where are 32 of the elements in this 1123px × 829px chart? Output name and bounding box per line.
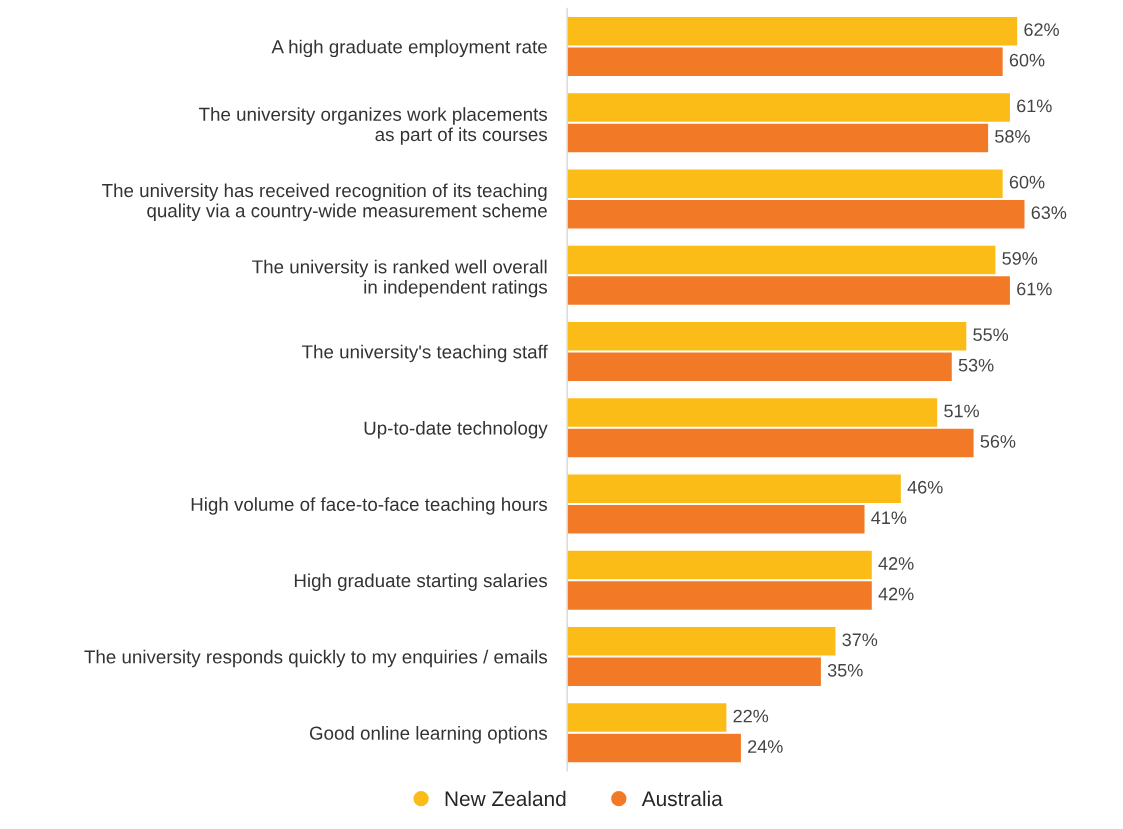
data-label: 42% — [878, 587, 914, 601]
data-label: 55% — [973, 328, 1009, 342]
data-label: 61% — [1017, 99, 1052, 113]
data-label: 42% — [878, 557, 914, 570]
data-label: 41% — [871, 511, 907, 525]
y-tick-label: Up-to-date technology — [364, 420, 548, 439]
data-label: 51% — [944, 404, 979, 418]
data-label: 60% — [1009, 175, 1045, 189]
data-label: 62% — [1024, 23, 1059, 37]
data-label: 37% — [842, 633, 878, 647]
y-tick-label: A high graduate employment rate — [271, 39, 547, 58]
y-tick-label: The university has received recognition of its teaching quality via a country-wide measurement scheme — [102, 183, 547, 222]
data-label: 24% — [748, 740, 783, 753]
y-tick-label: The university's teaching staff — [302, 344, 548, 363]
data-label: 63% — [1031, 206, 1067, 220]
data-label: 58% — [995, 130, 1030, 143]
data-label: 22% — [733, 709, 769, 723]
data-label: 59% — [1002, 252, 1038, 265]
data-label: 46% — [907, 480, 943, 494]
y-tick-label: The university is ranked well overall in independent ratings — [252, 259, 548, 298]
data-label: 56% — [980, 435, 1016, 448]
data-label: 35% — [827, 663, 863, 677]
y-tick-label: The university organizes work placements as part of its courses — [199, 107, 548, 145]
data-label: 61% — [1017, 282, 1052, 296]
data-label: 60% — [1009, 53, 1045, 67]
y-tick-label: The university responds quickly to my enquiries / emails — [84, 649, 548, 668]
legend-label: New Zealand — [445, 790, 566, 807]
data-label: 53% — [958, 358, 994, 372]
y-tick-label: High volume of face-to-face teaching hours — [191, 497, 548, 515]
legend-label: Australia — [641, 790, 723, 807]
y-tick-label: High graduate starting salaries — [294, 573, 548, 591]
y-tick-label: Good online learning options — [309, 726, 548, 744]
